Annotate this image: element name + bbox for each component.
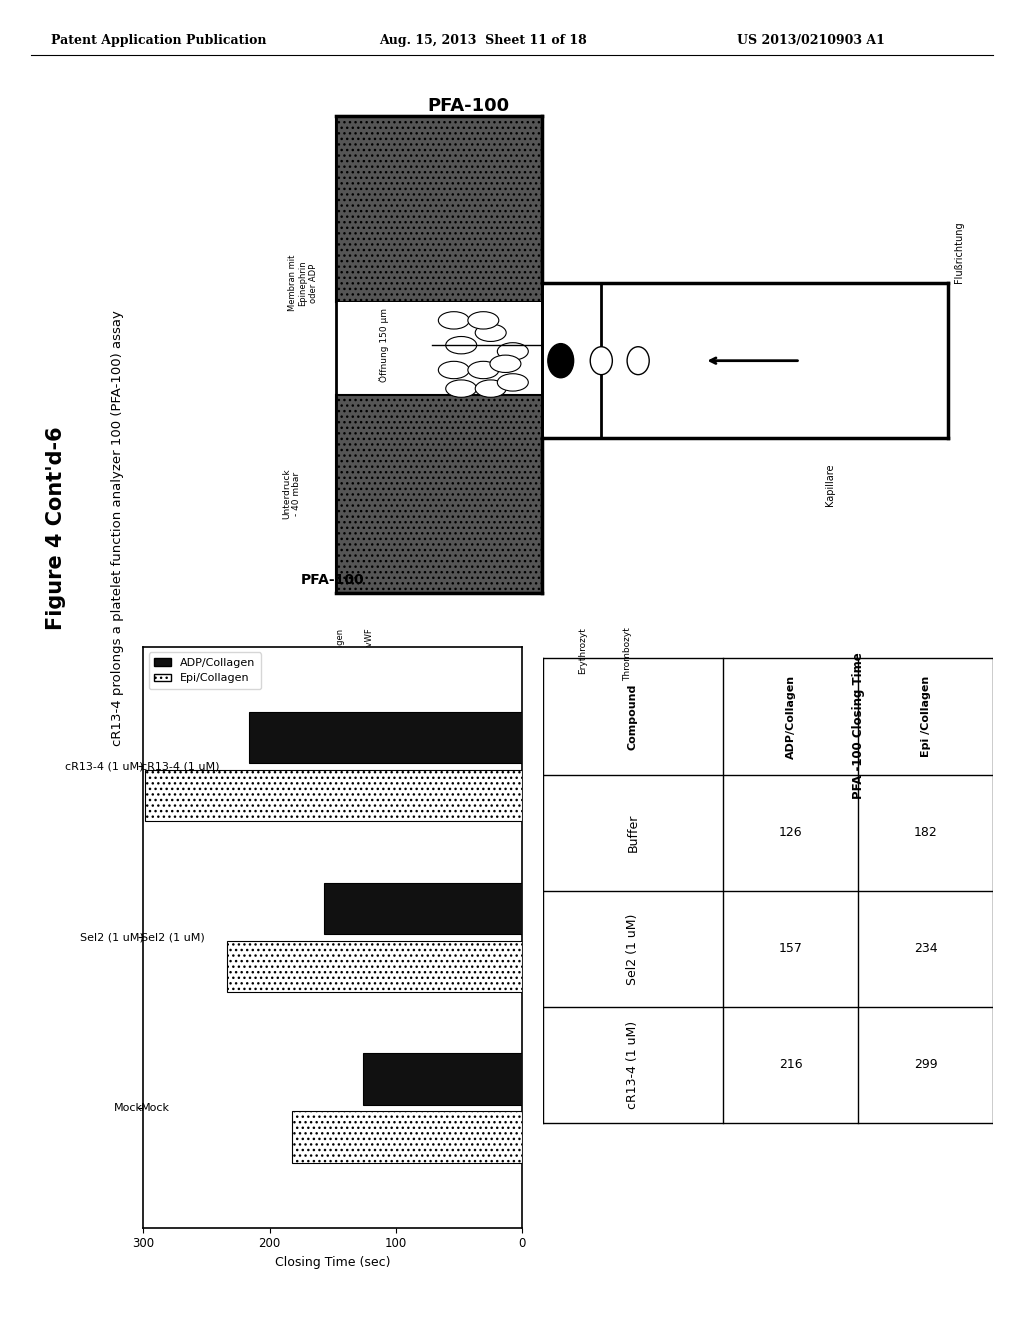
Ellipse shape <box>468 362 499 379</box>
Legend: ADP/Collagen, Epi/Collagen: ADP/Collagen, Epi/Collagen <box>148 652 261 689</box>
Text: 299: 299 <box>913 1059 938 1072</box>
Text: PFA-100: PFA-100 <box>301 573 365 587</box>
Bar <box>336 395 543 593</box>
Ellipse shape <box>438 312 469 329</box>
Text: Compound: Compound <box>628 684 638 750</box>
Bar <box>144 770 522 821</box>
Text: 216: 216 <box>778 1059 803 1072</box>
Ellipse shape <box>475 325 506 342</box>
Ellipse shape <box>445 337 477 354</box>
Text: ADP/Collagen: ADP/Collagen <box>785 675 796 759</box>
Text: Sel2 (1 uM): Sel2 (1 uM) <box>80 932 143 942</box>
Text: US 2013/0210903 A1: US 2013/0210903 A1 <box>737 34 885 48</box>
Ellipse shape <box>468 312 499 329</box>
X-axis label: Closing Time (sec): Closing Time (sec) <box>275 1255 390 1269</box>
Text: Figure 4 Cont'd-6: Figure 4 Cont'd-6 <box>46 426 67 630</box>
Bar <box>250 711 522 763</box>
Text: 126: 126 <box>778 826 803 840</box>
Bar <box>336 116 543 302</box>
Text: Unterdruck
- 40 mbar: Unterdruck - 40 mbar <box>282 469 301 519</box>
Ellipse shape <box>548 343 573 378</box>
Text: Öffnung 150 µm: Öffnung 150 µm <box>379 308 389 383</box>
Bar <box>364 1053 522 1105</box>
Ellipse shape <box>445 380 477 397</box>
Text: Sel2 (1 uM): Sel2 (1 uM) <box>627 913 639 985</box>
Bar <box>543 284 601 438</box>
Text: 157: 157 <box>778 942 803 956</box>
Bar <box>336 302 543 388</box>
Ellipse shape <box>438 362 469 379</box>
Ellipse shape <box>489 355 521 372</box>
Text: cR13-4 prolongs a platelet function analyzer 100 (PFA-100) assay: cR13-4 prolongs a platelet function anal… <box>112 310 124 746</box>
Ellipse shape <box>590 347 612 375</box>
Ellipse shape <box>498 374 528 391</box>
Text: Epi /Collagen: Epi /Collagen <box>921 676 931 758</box>
Text: ·vWF: ·vWF <box>365 627 374 648</box>
Text: Flußrichtung: Flußrichtung <box>954 222 964 282</box>
Text: Mock: Mock <box>115 1104 143 1113</box>
Text: PFA-100: PFA-100 <box>427 98 510 115</box>
Text: Kollagen: Kollagen <box>335 627 344 664</box>
Ellipse shape <box>498 343 528 360</box>
Bar <box>226 941 522 991</box>
Text: Buffer: Buffer <box>627 813 639 851</box>
Text: Sel2 (1 uM): Sel2 (1 uM) <box>141 932 205 942</box>
Text: PFA -100 Closing Time: PFA -100 Closing Time <box>852 652 864 800</box>
Bar <box>324 883 522 933</box>
Text: 234: 234 <box>913 942 938 956</box>
Text: Mock: Mock <box>141 1104 170 1113</box>
Text: Membran mit
Epinephrin
oder ADP: Membran mit Epinephrin oder ADP <box>288 255 317 312</box>
Text: Kapillare: Kapillare <box>825 463 835 506</box>
Ellipse shape <box>627 347 649 375</box>
Text: 182: 182 <box>913 826 938 840</box>
Text: Aug. 15, 2013  Sheet 11 of 18: Aug. 15, 2013 Sheet 11 of 18 <box>379 34 587 48</box>
Bar <box>336 116 543 593</box>
Bar <box>293 1111 522 1163</box>
Text: cR13-4 (1 uM): cR13-4 (1 uM) <box>627 1020 639 1109</box>
Text: Thrombozyt: Thrombozyt <box>623 627 632 681</box>
Text: cR13-4 (1 uM): cR13-4 (1 uM) <box>141 762 219 771</box>
Text: Erythrozyt: Erythrozyt <box>579 627 588 675</box>
Ellipse shape <box>475 380 506 397</box>
Text: cR13-4 (1 uM): cR13-4 (1 uM) <box>65 762 143 771</box>
Text: Patent Application Publication: Patent Application Publication <box>51 34 266 48</box>
